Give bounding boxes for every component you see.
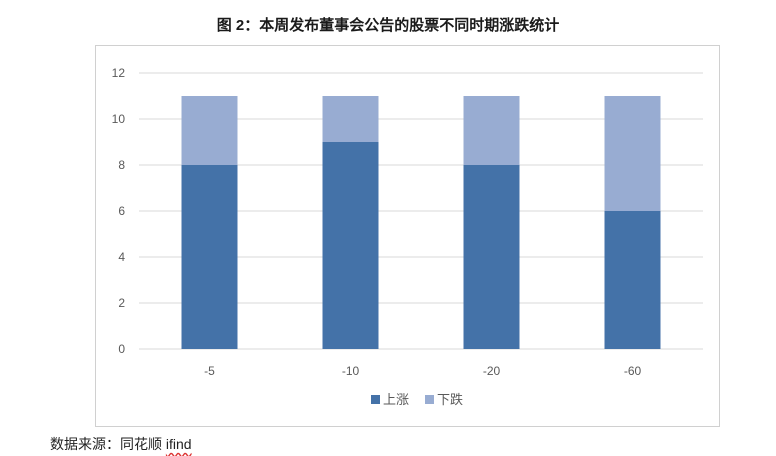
legend-swatch: [425, 395, 434, 404]
x-tick-label: -10: [342, 364, 360, 378]
data-source: 数据来源：同花顺 ifind: [50, 434, 192, 454]
bar-series: [322, 142, 379, 349]
x-tick-label: -20: [483, 364, 501, 378]
source-prefix: 数据来源：同花顺: [50, 436, 166, 452]
bar-series: [463, 165, 520, 349]
y-tick-label: 2: [118, 296, 125, 310]
y-tick-label: 4: [118, 250, 125, 264]
legend-label: 下跌: [437, 392, 463, 408]
bar-series: [463, 96, 520, 165]
source-brand: ifind: [165, 436, 192, 452]
x-tick-label: -5: [204, 364, 215, 378]
y-tick-label: 12: [112, 66, 126, 80]
chart-title: 图 2：本周发布董事会公告的股票不同时期涨跌统计: [216, 17, 560, 34]
legend-swatch: [371, 395, 380, 404]
y-tick-label: 8: [118, 158, 125, 172]
x-tick-label: -60: [624, 364, 642, 378]
stacked-bar-chart: 0 2 4 6 8 10 12 -5 -10 -20 -60 上涨 下跌: [112, 66, 703, 408]
bar-series: [604, 211, 661, 349]
y-tick-label: 10: [112, 112, 126, 126]
bar-series: [181, 96, 238, 165]
bar-series: [604, 96, 661, 211]
chart-area: 0 2 4 6 8 10 12 -5 -10 -20 -60 上涨 下跌: [95, 45, 720, 427]
bar-series: [322, 96, 379, 142]
y-tick-label: 6: [118, 204, 125, 218]
bar-series: [181, 165, 238, 349]
y-tick-label: 0: [118, 342, 125, 356]
legend-label: 上涨: [383, 393, 409, 408]
